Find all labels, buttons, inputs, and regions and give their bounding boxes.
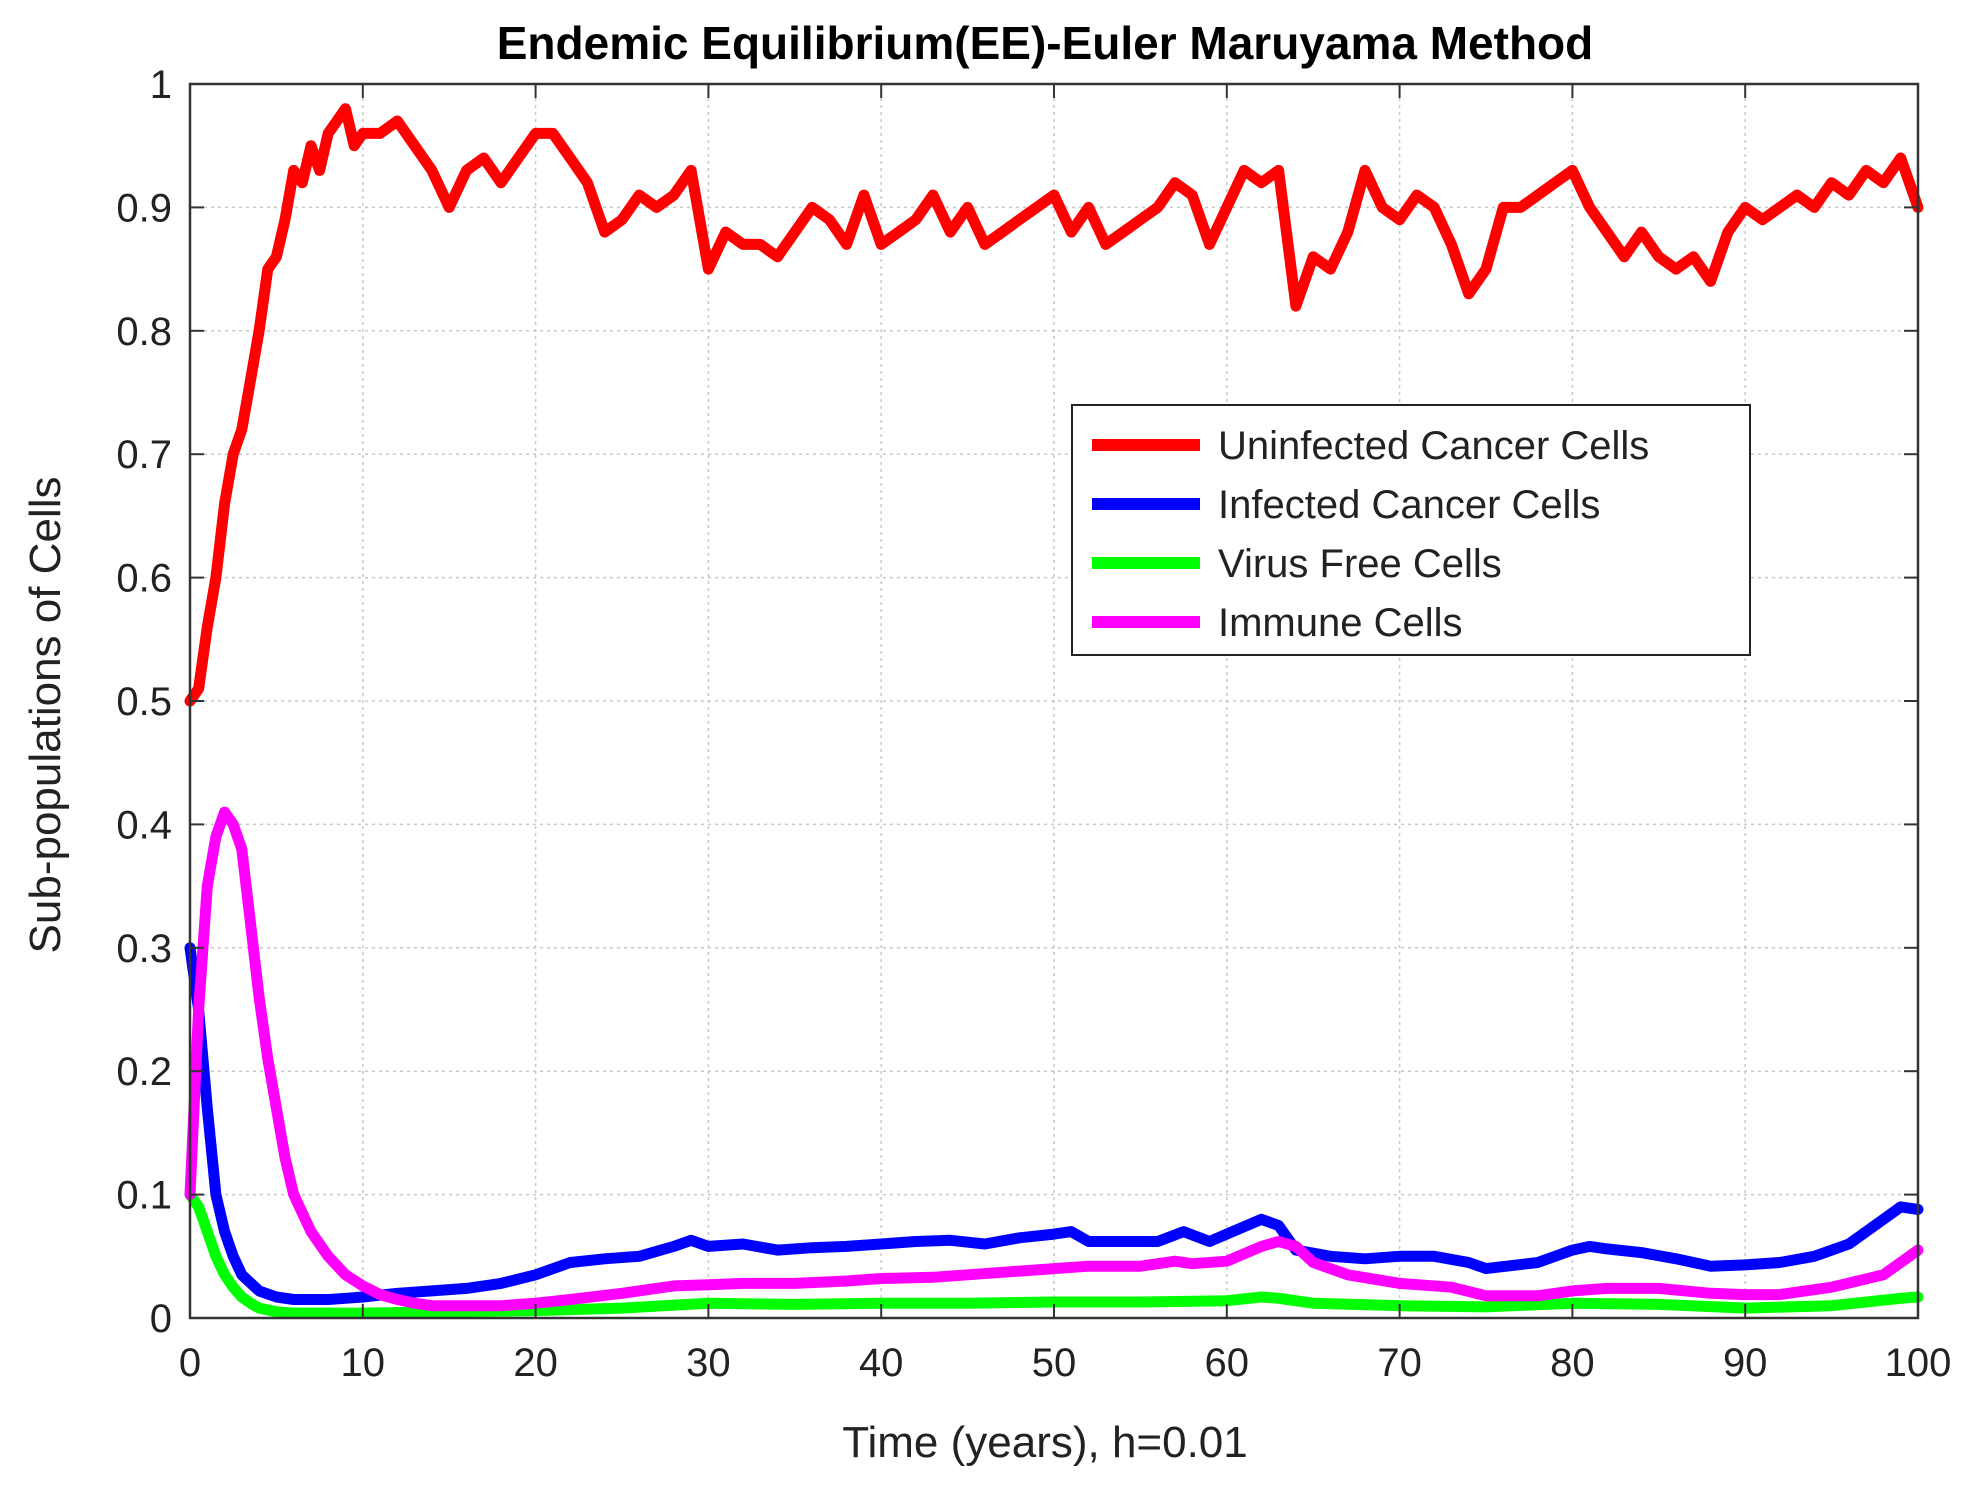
y-tick-label: 0.3 (116, 927, 172, 971)
series-immune-line (184, 806, 1924, 1312)
legend-label-infected: Infected Cancer Cells (1218, 483, 1600, 527)
x-tick-label: 60 (1205, 1341, 1250, 1385)
ticks: 0 10 20 30 40 50 60 70 80 90 100 0 0.1 0.2 0.3 0.4 0.5 0.… (116, 63, 1951, 1385)
y-tick-label: 0.9 (116, 186, 172, 230)
x-tick-label: 50 (1032, 1341, 1077, 1385)
series-virus-free-line (184, 1189, 1924, 1319)
y-tick-label: 0.2 (116, 1050, 172, 1094)
x-tick-label: 0 (179, 1341, 201, 1385)
y-tick-label: 0.6 (116, 557, 172, 601)
chart-title: Endemic Equilibrium(EE)-Euler Maruyama M… (497, 17, 1594, 69)
legend-label-virus-free: Virus Free Cells (1218, 542, 1502, 586)
x-tick-label: 80 (1550, 1341, 1595, 1385)
x-tick-label: 100 (1885, 1341, 1952, 1385)
legend-label-immune: Immune Cells (1218, 601, 1463, 645)
y-tick-label: 0.5 (116, 680, 172, 724)
x-axis-label: Time (years), h=0.01 (842, 1418, 1248, 1467)
x-tick-label: 10 (341, 1341, 386, 1385)
y-tick-label: 1 (150, 63, 172, 107)
series-layer (184, 103, 1924, 1319)
legend-label-uninfected: Uninfected Cancer Cells (1218, 424, 1649, 468)
legend: Uninfected Cancer Cells Infected Cancer … (1071, 404, 1751, 656)
x-tick-label: 30 (686, 1341, 731, 1385)
y-tick-label: 0.7 (116, 433, 172, 477)
y-tick-label: 0.4 (116, 803, 172, 847)
y-tick-label: 0.1 (116, 1174, 172, 1218)
y-axis-label: Sub-populations of Cells (21, 477, 70, 954)
x-tick-label: 40 (859, 1341, 904, 1385)
x-tick-label: 70 (1377, 1341, 1422, 1385)
series-uninfected-line (184, 103, 1924, 707)
x-tick-label: 90 (1723, 1341, 1768, 1385)
legend-box (1071, 404, 1751, 656)
series-infected-line (184, 942, 1924, 1305)
x-tick-label: 20 (513, 1341, 558, 1385)
y-tick-label: 0 (150, 1297, 172, 1341)
y-tick-label: 0.8 (116, 310, 172, 354)
